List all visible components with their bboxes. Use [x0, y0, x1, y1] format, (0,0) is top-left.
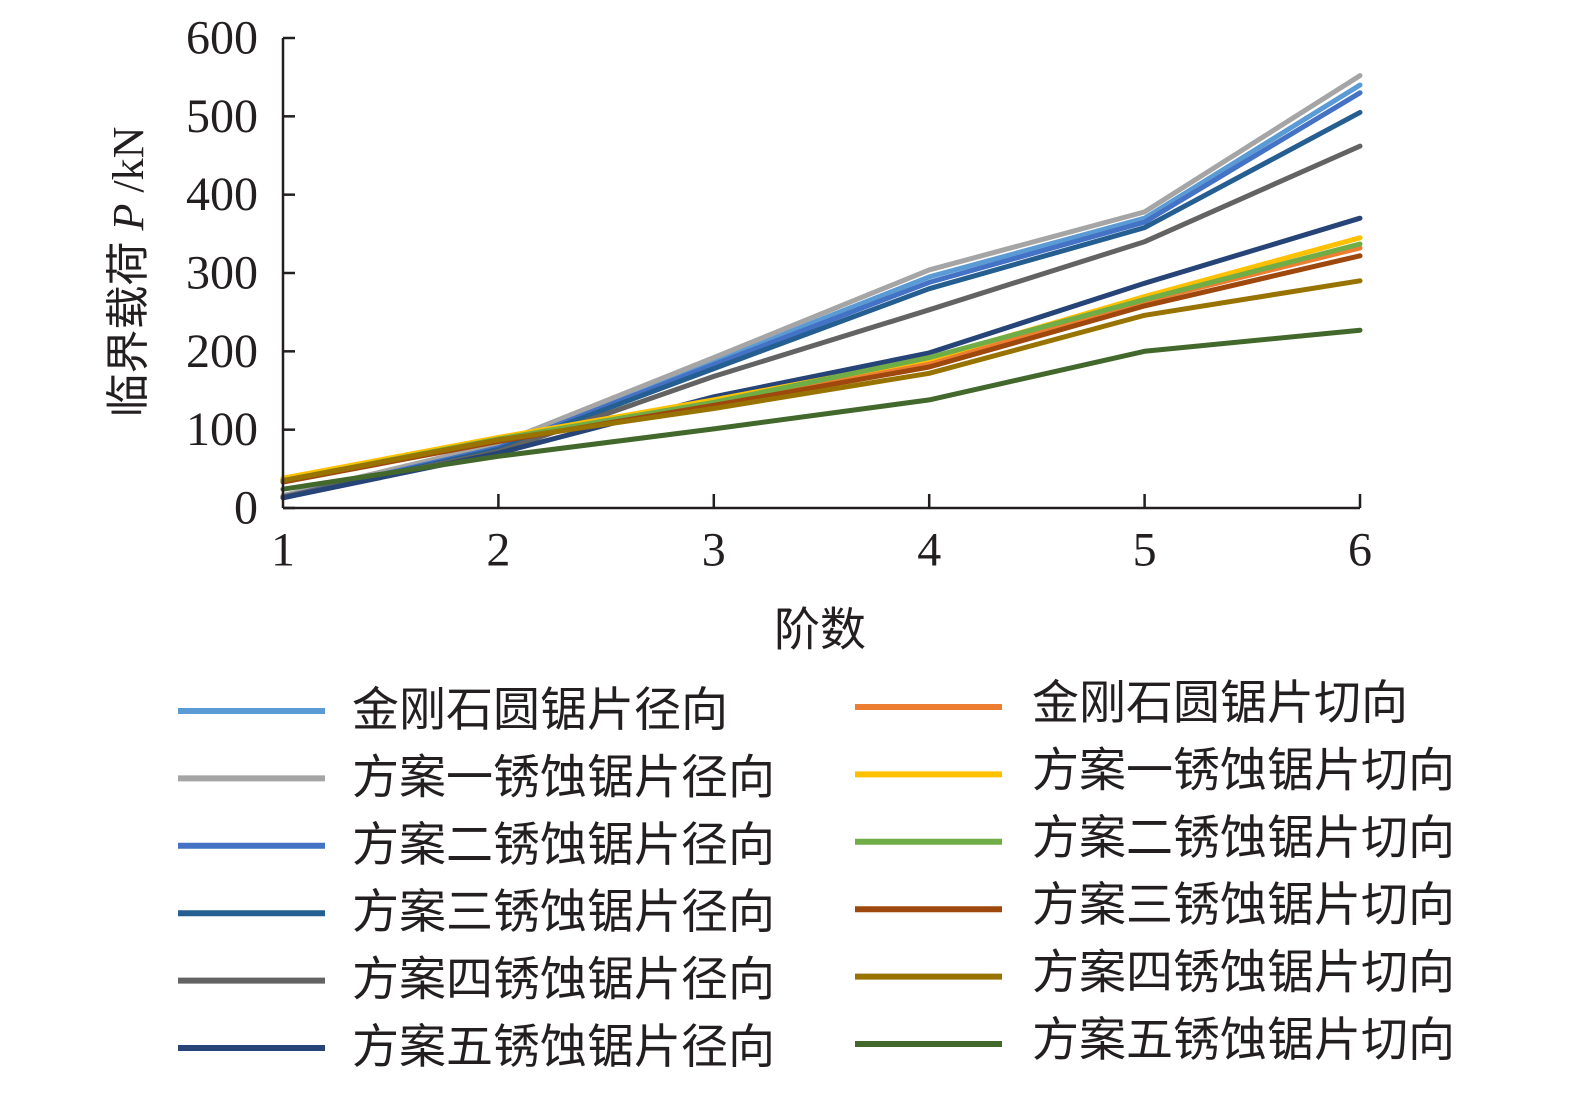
y-tick-label: 0 — [234, 482, 258, 535]
legend-item: 方案三锈蚀锯片径向 — [178, 887, 775, 939]
y-tick-label: 100 — [186, 403, 258, 456]
legend-item: 方案四锈蚀锯片径向 — [178, 955, 775, 1007]
y-tick-label: 400 — [186, 168, 258, 221]
y-axis-title: 临界载荷 P /kN — [104, 127, 153, 418]
legend-item: 金刚石圆锯片切向 — [855, 678, 1408, 730]
y-tick-label: 200 — [186, 325, 258, 378]
legend-item: 方案二锈蚀锯片径向 — [178, 820, 775, 872]
legend-label: 方案二锈蚀锯片径向 — [352, 820, 775, 872]
legend-label: 金刚石圆锯片切向 — [1032, 678, 1408, 730]
series-line-11 — [280, 278, 1363, 484]
legend-item: 方案一锈蚀锯片径向 — [178, 752, 775, 804]
legend-label: 方案五锈蚀锯片切向 — [1032, 1015, 1455, 1067]
legend-item: 方案四锈蚀锯片切向 — [855, 948, 1455, 1000]
x-axis: 1 2 3 4 5 6 — [271, 494, 1372, 577]
legend-label: 方案五锈蚀锯片径向 — [352, 1022, 775, 1074]
legend-item: 方案五锈蚀锯片径向 — [178, 1022, 775, 1074]
legend-label: 方案四锈蚀锯片径向 — [352, 955, 775, 1007]
x-axis-title: 阶数 — [774, 605, 866, 656]
legend-label: 方案三锈蚀锯片径向 — [352, 887, 775, 939]
x-tick-label: 3 — [702, 524, 726, 577]
legend-item: 方案五锈蚀锯片切向 — [855, 1015, 1455, 1067]
x-tick-label: 6 — [1348, 524, 1372, 577]
x-tick-label: 1 — [271, 524, 295, 577]
legend-item: 方案一锈蚀锯片切向 — [855, 745, 1455, 797]
y-tick-label: 500 — [186, 90, 258, 143]
legend-label: 方案四锈蚀锯片切向 — [1032, 948, 1455, 1000]
plot-series — [280, 73, 1363, 501]
legend-label: 方案一锈蚀锯片切向 — [1032, 745, 1455, 797]
legend-label: 方案一锈蚀锯片径向 — [352, 752, 775, 804]
series-line-8 — [280, 235, 1363, 481]
legend-label: 方案三锈蚀锯片切向 — [1032, 880, 1455, 932]
y-tick-label: 300 — [186, 247, 258, 300]
legend-label: 方案二锈蚀锯片切向 — [1032, 813, 1455, 865]
legend-item: 方案三锈蚀锯片切向 — [855, 880, 1455, 932]
series-line-2 — [280, 73, 1363, 498]
y-axis: 0 100 200 300 400 500 600 — [186, 12, 295, 535]
legend-item: 方案二锈蚀锯片切向 — [855, 813, 1455, 865]
x-tick-label: 4 — [917, 524, 941, 577]
y-tick-label: 600 — [186, 12, 258, 65]
x-tick-label: 5 — [1133, 524, 1157, 577]
series-line-12 — [280, 327, 1363, 492]
legend: 金刚石圆锯片径向方案一锈蚀锯片径向方案二锈蚀锯片径向方案三锈蚀锯片径向方案四锈蚀… — [178, 678, 1455, 1074]
legend-item: 金刚石圆锯片径向 — [178, 685, 728, 737]
legend-label: 金刚石圆锯片径向 — [352, 685, 728, 737]
x-tick-label: 2 — [486, 524, 510, 577]
